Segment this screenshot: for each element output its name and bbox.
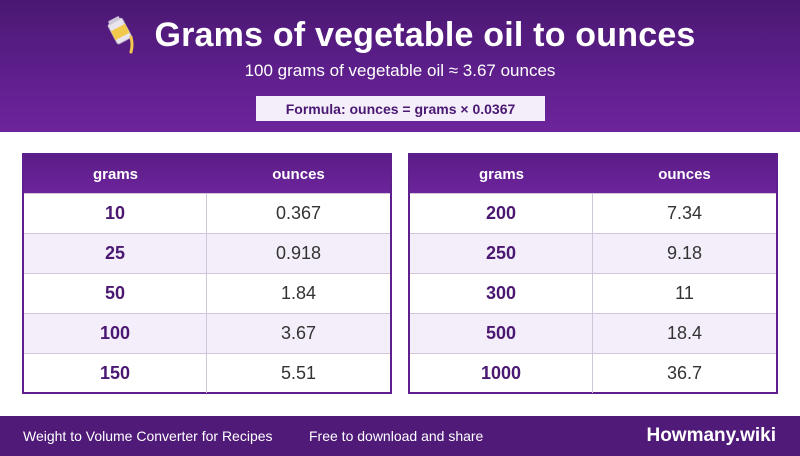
table-row: 25 0.918 [24,233,390,273]
table-row: 10 0.367 [24,193,390,233]
grams-cell: 50 [24,274,207,313]
column-header-ounces: ounces [658,165,711,183]
table-header: grams ounces [410,155,776,193]
ounces-cell: 1.84 [280,283,317,303]
table-row: 100 3.67 [24,313,390,353]
grams-cell: 25 [24,234,207,273]
ounces-cell: 0.918 [275,243,322,263]
oil-pouring-icon [104,15,140,55]
table-row: 200 7.34 [410,193,776,233]
table-row: 150 5.51 [24,353,390,393]
page-subtitle: 100 grams of vegetable oil ≈ 3.67 ounces [244,61,556,80]
title-row: Grams of vegetable oil to ounces [0,13,800,57]
ounces-cell: 18.4 [666,323,703,343]
footer-share-note: Free to download and share [309,428,484,444]
header-banner: Grams of vegetable oil to ounces 100 gra… [0,0,800,132]
grams-cell: 500 [410,314,593,353]
table-row: 300 11 [410,273,776,313]
column-header-grams: grams [92,165,139,183]
column-header-grams: grams [478,165,525,183]
grams-cell: 150 [24,354,207,393]
conversion-table-right: grams ounces 200 7.34 250 9.18 300 11 50… [408,153,778,394]
conversion-table-left: grams ounces 10 0.367 25 0.918 50 1.84 1… [22,153,392,394]
grams-cell: 200 [410,194,593,233]
ounces-cell: 11 [675,283,694,303]
ounces-cell: 36.7 [666,363,703,383]
grams-cell: 1000 [410,354,593,393]
ounces-cell: 5.51 [280,363,317,383]
ounces-cell: 3.67 [280,323,317,343]
grams-cell: 250 [410,234,593,273]
table-row: 250 9.18 [410,233,776,273]
footer-tagline: Weight to Volume Converter for Recipes [23,428,273,444]
table-row: 50 1.84 [24,273,390,313]
grams-cell: 100 [24,314,207,353]
ounces-cell: 7.34 [666,203,703,223]
table-row: 500 18.4 [410,313,776,353]
grams-cell: 300 [410,274,593,313]
page-title: Grams of vegetable oil to ounces [154,15,696,54]
column-header-ounces: ounces [272,165,325,183]
table-row: 1000 36.7 [410,353,776,393]
footer-bar: Weight to Volume Converter for Recipes F… [0,416,800,456]
formula-badge: Formula: ounces = grams × 0.0367 [256,96,545,121]
grams-cell: 10 [24,194,207,233]
table-header: grams ounces [24,155,390,193]
brand-link[interactable]: Howmany.wiki [646,425,776,446]
ounces-cell: 0.367 [275,203,322,223]
ounces-cell: 9.18 [666,243,703,263]
